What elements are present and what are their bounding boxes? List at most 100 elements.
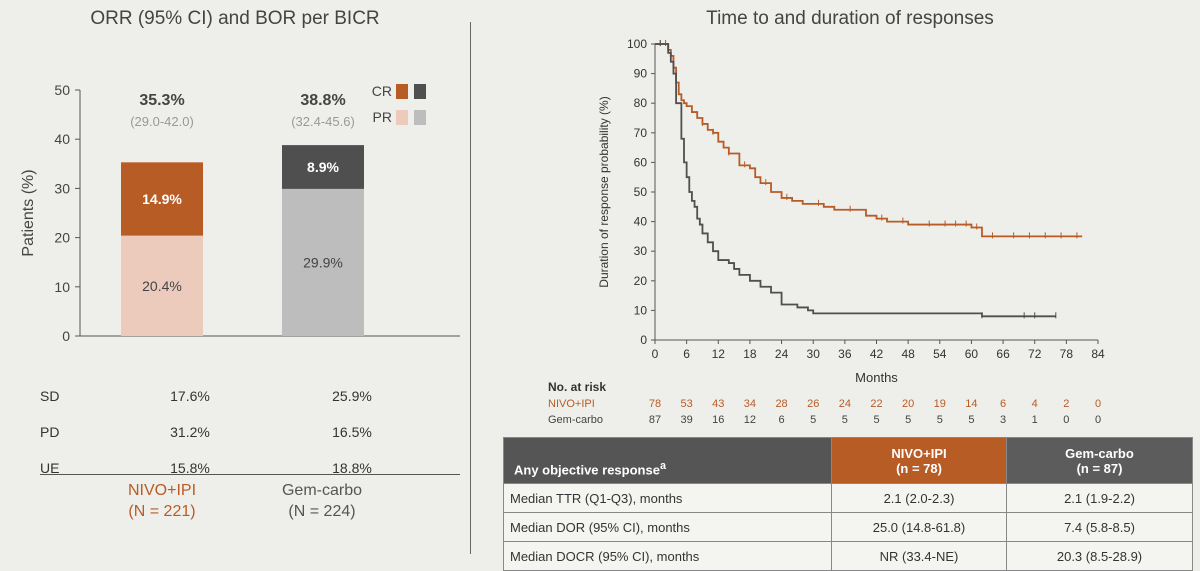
x-tick-label: 84 [1091, 347, 1105, 361]
x-tick-label: 24 [775, 347, 789, 361]
x-tick-label: 6 [683, 347, 690, 361]
x-tick-label: 12 [712, 347, 726, 361]
bar-value-label: 20.4% [142, 278, 182, 294]
x-axis-label: Months [855, 370, 898, 385]
bar-cr [121, 162, 203, 236]
at-risk-value: 1 [1032, 414, 1038, 426]
at-risk-row-label: NIVO+IPI [548, 398, 595, 410]
arm-label-nivo: NIVO+IPI (N = 221) [82, 480, 242, 522]
orr-ci-label: (32.4-45.6) [291, 114, 355, 129]
bor-row-pd: PD 31.2% 16.5% [40, 416, 460, 452]
at-risk-value: 4 [1032, 398, 1038, 410]
at-risk-value: 20 [902, 398, 914, 410]
at-risk-value: 87 [649, 414, 661, 426]
arm-n: (N = 224) [288, 503, 356, 520]
row-label: Median DOR (95% CI), months [503, 512, 832, 542]
bar-value-label: 8.9% [307, 159, 339, 175]
at-risk-value: 5 [873, 414, 879, 426]
y-tick-label: 50 [54, 82, 70, 98]
at-risk-value: 2 [1063, 398, 1069, 410]
at-risk-row-label: Gem-carbo [548, 414, 603, 426]
header-footnote: a [659, 459, 666, 472]
row-value-gem: 20.3 (8.5-28.9) [1006, 541, 1193, 571]
at-risk-value: 24 [839, 398, 851, 410]
legend-label: CR [372, 83, 392, 99]
y-tick-label: 100 [627, 37, 647, 51]
table-header-nivo: NIVO+IPI (n = 78) [831, 437, 1007, 484]
table-row: Median DOCR (95% CI), months NR (33.4-NE… [503, 541, 1193, 571]
at-risk-value: 19 [934, 398, 946, 410]
y-tick-label: 0 [62, 328, 70, 344]
y-tick-label: 60 [634, 155, 648, 169]
bor-value-gem: 25.9% [332, 388, 372, 404]
at-risk-value: 39 [681, 414, 693, 426]
table-header-label: Any objective responsea [503, 437, 832, 484]
y-tick-label: 30 [54, 180, 70, 196]
at-risk-value: 34 [744, 398, 756, 410]
header-text: Any objective response [514, 462, 660, 477]
legend-swatch [414, 110, 426, 125]
x-tick-label: 78 [1060, 347, 1074, 361]
right-panel-title: Time to and duration of responses [706, 8, 994, 29]
bar-value-label: 14.9% [142, 191, 182, 207]
y-tick-label: 80 [634, 96, 648, 110]
y-tick-label: 10 [634, 303, 648, 317]
bor-value-nivo: 17.6% [170, 388, 210, 404]
x-tick-label: 30 [807, 347, 821, 361]
y-tick-label: 40 [54, 131, 70, 147]
at-risk-value: 22 [870, 398, 882, 410]
km-curve-gem-carbo [655, 43, 1056, 318]
row-value-gem: 2.1 (1.9-2.2) [1006, 483, 1193, 513]
x-tick-label: 18 [743, 347, 757, 361]
table-header-row: Any objective responsea NIVO+IPI (n = 78)… [503, 437, 1193, 484]
at-risk-value: 12 [744, 414, 756, 426]
x-tick-label: 54 [933, 347, 947, 361]
at-risk-value: 0 [1063, 414, 1069, 426]
legend-swatch [396, 110, 408, 125]
arm-name: Gem-carbo [281, 482, 363, 499]
orr-label: 38.8% [300, 92, 345, 109]
at-risk-value: 16 [712, 414, 724, 426]
y-tick-label: 20 [634, 274, 648, 288]
at-risk-value: 14 [965, 398, 977, 410]
y-axis-label: Patients (%) [20, 169, 37, 256]
at-risk-value: 3 [1000, 414, 1006, 426]
row-value-nivo: 2.1 (2.0-2.3) [831, 483, 1007, 513]
at-risk-value: 0 [1095, 398, 1101, 410]
x-tick-label: 48 [901, 347, 915, 361]
at-risk-value: 5 [937, 414, 943, 426]
x-tick-label: 60 [965, 347, 979, 361]
x-tick-label: 42 [870, 347, 884, 361]
arm-label-gem: Gem-carbo (N = 224) [242, 480, 402, 522]
orr-label: 35.3% [139, 92, 184, 109]
bor-value-nivo: 31.2% [170, 424, 210, 440]
bor-table: SD 17.6% 25.9% PD 31.2% 16.5% UE 15.8% 1… [40, 380, 460, 488]
bor-value-gem: 18.8% [332, 460, 372, 476]
at-risk-title: No. at risk [548, 380, 606, 394]
y-tick-label: 90 [634, 67, 648, 81]
y-tick-label: 40 [634, 215, 648, 229]
y-tick-label: 70 [634, 126, 648, 140]
orr-ci-label: (29.0-42.0) [130, 114, 194, 129]
bar-value-label: 29.9% [303, 254, 343, 270]
y-tick-label: 10 [54, 279, 70, 295]
bar-cr [282, 145, 364, 189]
bar-pr [121, 235, 203, 336]
x-tick-label: 36 [838, 347, 852, 361]
x-tick-label: 66 [996, 347, 1010, 361]
at-risk-value: 5 [842, 414, 848, 426]
at-risk-value: 78 [649, 398, 661, 410]
at-risk-value: 5 [968, 414, 974, 426]
arm-name: NIVO+IPI [127, 482, 197, 499]
bor-label: SD [40, 388, 60, 404]
x-tick-label: 72 [1028, 347, 1042, 361]
table-row: Median DOR (95% CI), months 25.0 (14.8-6… [503, 512, 1193, 542]
legend-swatch [396, 84, 408, 99]
at-risk-value: 0 [1095, 414, 1101, 426]
row-value-nivo: 25.0 (14.8-61.8) [831, 512, 1007, 542]
row-value-gem: 7.4 (5.8-8.5) [1006, 512, 1193, 542]
panel-divider [470, 22, 471, 554]
at-risk-value: 5 [810, 414, 816, 426]
at-risk-value: 43 [712, 398, 724, 410]
